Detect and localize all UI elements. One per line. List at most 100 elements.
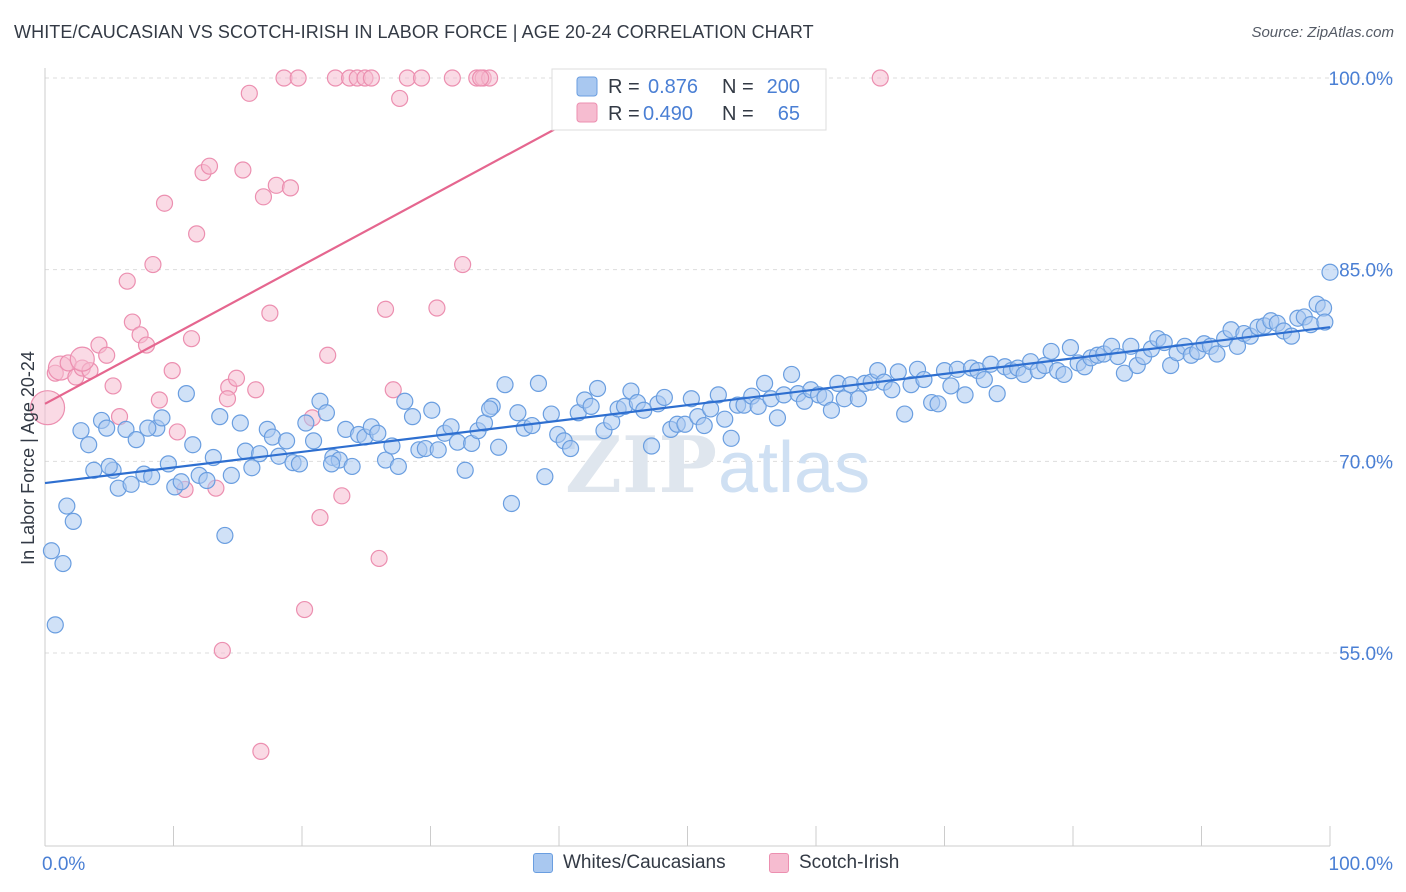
whites-caucasians-point	[222, 466, 240, 484]
scotch-irish-point	[29, 390, 66, 426]
whites-caucasians-point	[211, 408, 229, 426]
axis-layer	[44, 68, 1331, 847]
whites-caucasians-point	[509, 404, 527, 422]
points-scotch-irish	[29, 69, 889, 760]
whites-caucasians-point	[849, 390, 868, 408]
legend-top-r-label-2: R =	[608, 103, 640, 125]
whites-caucasians-point	[956, 386, 974, 404]
scotch-irish-point	[384, 381, 402, 399]
whites-caucasians-point	[896, 405, 914, 423]
watermark-atlas: atlas	[718, 428, 870, 508]
whites-caucasians-point	[80, 436, 98, 454]
whites-caucasians-point	[1042, 342, 1060, 361]
chart-title: WHITE/CAUCASIAN VS SCOTCH-IRISH IN LABOR…	[14, 22, 814, 42]
whites-caucasians-point	[642, 437, 661, 455]
scotch-irish-point	[412, 69, 431, 87]
whites-caucasians-point	[389, 457, 407, 476]
scotch-irish-point	[150, 391, 168, 409]
scotch-irish-point	[319, 346, 337, 364]
whites-caucasians-point	[1208, 345, 1226, 363]
whites-caucasians-point	[1316, 313, 1334, 331]
whites-caucasians-point	[682, 390, 700, 408]
whites-caucasians-point	[198, 471, 216, 490]
tick-labels: 55.0% 70.0% 85.0% 100.0% 0.0% 100.0%	[42, 69, 1393, 875]
x-tick-label-min: 0.0%	[42, 854, 85, 875]
whites-caucasians-point	[456, 461, 474, 479]
whites-caucasians-point	[184, 436, 202, 454]
whites-caucasians-point	[496, 376, 514, 394]
legend-top-r-label-1: R =	[608, 76, 640, 98]
x-tick-label-max: 100.0%	[1329, 854, 1394, 875]
whites-caucasians-point	[304, 432, 323, 450]
scotch-irish-point	[227, 369, 246, 387]
scotch-irish-point	[289, 69, 307, 87]
legend-top-swatch-pink	[576, 102, 598, 123]
legend-swatch-scotch-irish	[769, 853, 789, 873]
scotch-irish-point	[261, 304, 279, 322]
whites-caucasians-point	[231, 414, 249, 432]
scotch-irish-point	[443, 69, 461, 87]
whites-caucasians-point	[143, 468, 161, 486]
whites-caucasians-point	[542, 405, 560, 423]
scotch-irish-point	[163, 362, 181, 380]
legend-top-n-label-1: N =	[722, 76, 754, 98]
whites-caucasians-point	[64, 512, 82, 530]
scotch-irish-point	[104, 377, 122, 395]
whites-caucasians-point	[297, 414, 315, 432]
scotch-irish-point	[182, 330, 201, 348]
whites-caucasians-point	[722, 429, 740, 447]
whites-caucasians-point	[883, 381, 901, 399]
scotch-irish-point	[118, 272, 136, 290]
scotch-irish-point	[362, 69, 380, 87]
legend-bottom: Whites/Caucasians Scotch-Irish	[0, 852, 1406, 878]
scotch-irish-point	[376, 300, 395, 318]
scotch-irish-point	[295, 600, 314, 619]
whites-caucasians-point	[429, 441, 447, 459]
scotch-irish-point	[218, 390, 237, 408]
y-tick-label: 55.0%	[1339, 644, 1393, 665]
whites-caucasians-point	[709, 386, 727, 404]
whites-caucasians-point	[317, 404, 336, 422]
scotch-irish-point	[213, 641, 231, 660]
scotch-irish-point	[267, 176, 285, 194]
scotch-irish-point	[168, 423, 186, 441]
scotch-irish-point	[123, 313, 141, 331]
y-tick-label: 85.0%	[1339, 261, 1393, 282]
whites-caucasians-point	[929, 395, 947, 413]
whites-caucasians-point	[536, 468, 554, 486]
whites-caucasians-point	[177, 385, 195, 403]
whites-caucasians-point	[529, 374, 548, 392]
legend-top-n-value-1: 200	[767, 76, 800, 98]
whites-caucasians-point	[153, 409, 171, 427]
whites-caucasians-point	[117, 420, 135, 438]
whites-caucasians-point	[481, 400, 499, 418]
whites-caucasians-point	[502, 494, 521, 513]
legend-top-swatch-blue	[576, 76, 598, 97]
scotch-irish-point	[144, 255, 162, 274]
watermark-zip: ZIP	[565, 420, 717, 511]
scotch-irish-point	[69, 346, 95, 372]
legend-top-r-value-2: 0.490	[643, 103, 693, 125]
scotch-irish-point	[98, 346, 116, 364]
y-axis-label: In Labor Force | Age 20-24	[18, 351, 38, 565]
scotch-irish-point	[311, 508, 329, 527]
watermark: ZIP atlas	[565, 420, 870, 511]
scotch-irish-point	[454, 255, 472, 274]
whites-caucasians-point	[755, 374, 774, 392]
whites-caucasians-point	[139, 419, 157, 437]
scotch-irish-point	[333, 487, 351, 505]
y-tick-label: 100.0%	[1329, 69, 1394, 90]
whites-caucasians-point	[100, 457, 118, 476]
legend-item-scotch-irish[interactable]: Scotch-Irish	[769, 852, 899, 874]
whites-caucasians-point	[216, 526, 234, 545]
whites-caucasians-point	[369, 424, 387, 442]
whites-caucasians-point	[942, 377, 960, 395]
whites-caucasians-point	[695, 416, 713, 435]
legend-item-whites[interactable]: Whites/Caucasians	[533, 852, 726, 874]
whites-caucasians-point	[403, 408, 422, 426]
whites-caucasians-point	[1055, 365, 1073, 384]
whites-caucasians-point	[58, 497, 76, 515]
whites-caucasians-point	[702, 400, 720, 418]
whites-caucasians-point	[322, 455, 341, 473]
